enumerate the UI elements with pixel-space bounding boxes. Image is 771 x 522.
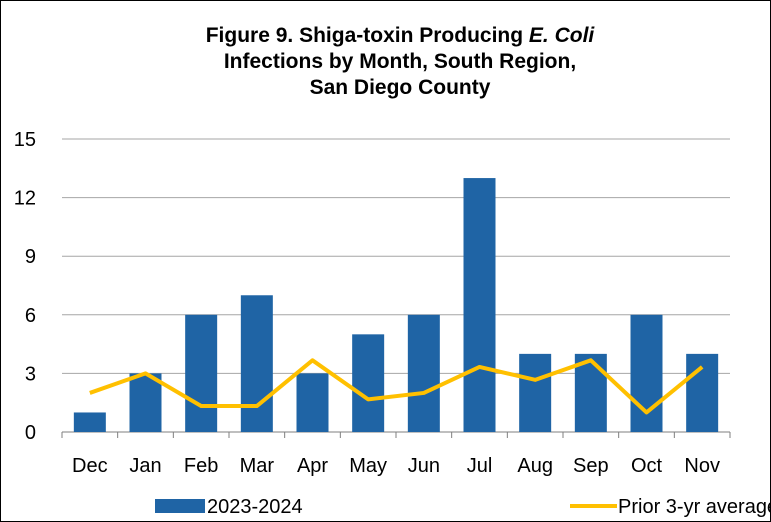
x-tick-label: Jan [129, 455, 161, 477]
bar [686, 353, 719, 432]
bar [519, 353, 552, 432]
x-tick-label: Mar [240, 455, 275, 477]
bar [352, 334, 385, 432]
x-tick-label: May [349, 455, 387, 477]
x-tick-label: Jul [467, 455, 493, 477]
x-tick-label: Sep [573, 455, 609, 477]
y-tick-label: 9 [25, 246, 36, 268]
legend-label: 2023-2024 [207, 496, 303, 518]
bar [407, 314, 440, 432]
x-tick-label: Jun [408, 455, 440, 477]
x-tick-label: Oct [631, 455, 663, 477]
chart-title: Infections by Month, South Region, [224, 50, 576, 73]
bar [463, 178, 496, 432]
y-tick-label: 12 [14, 188, 36, 210]
chart-title: San Diego County [310, 76, 491, 99]
bar [574, 353, 607, 432]
y-tick-label: 0 [25, 422, 36, 444]
bar [129, 373, 162, 432]
x-tick-label: Aug [517, 455, 553, 477]
bar [240, 295, 273, 432]
legend-label: Prior 3-yr average [618, 496, 771, 518]
x-tick-label: Apr [297, 455, 328, 477]
chart-title: Figure 9. Shiga-toxin Producing E. Coli [206, 24, 596, 47]
x-tick-label: Dec [72, 455, 108, 477]
x-tick-label: Nov [684, 455, 720, 477]
bar [296, 373, 329, 432]
y-tick-label: 6 [25, 305, 36, 327]
line [89, 358, 704, 415]
bar [185, 314, 218, 432]
bar [73, 412, 106, 432]
y-tick-label: 15 [14, 129, 36, 151]
legend-swatch [155, 499, 205, 513]
x-tick-label: Feb [184, 455, 218, 477]
title-part: Figure 9. Shiga-toxin Producing [206, 24, 529, 47]
title-part: E. Coli [529, 24, 596, 47]
y-tick-label: 3 [25, 363, 36, 385]
